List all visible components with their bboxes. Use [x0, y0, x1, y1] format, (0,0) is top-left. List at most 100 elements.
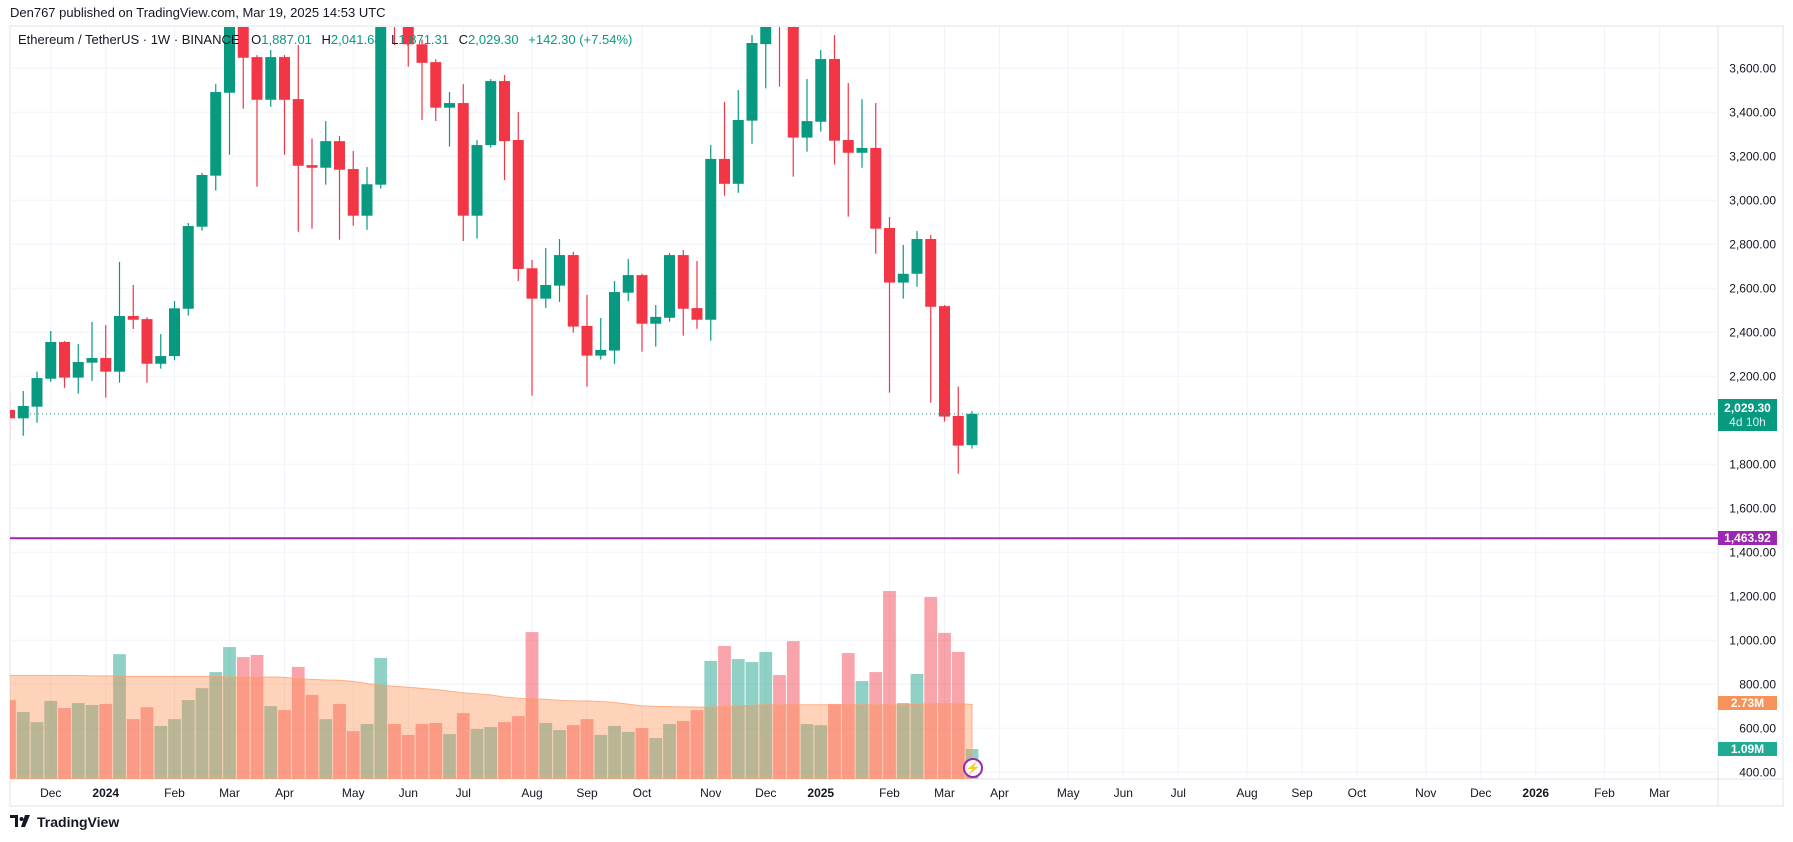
candle [471, 140, 483, 239]
candle [251, 55, 263, 187]
volume-bar [553, 730, 566, 779]
candle-body [416, 44, 428, 63]
volume-bar [209, 672, 223, 779]
candle-body [265, 57, 277, 100]
volume-bar [333, 703, 346, 779]
candle-body [691, 308, 703, 320]
candle [595, 318, 607, 360]
price-tick-label: 2,800.00 [1729, 237, 1776, 251]
symbol-legend: Ethereum / TetherUS · 1W · BINANCE O1,88… [18, 32, 638, 47]
candle-body [10, 409, 15, 419]
candle-body [732, 120, 744, 184]
price-lines [10, 413, 1718, 540]
volume-bar [896, 703, 910, 779]
volume-bar [676, 721, 690, 779]
volume-bar [470, 728, 484, 779]
horizontal-line-price-tag: 1,463.92 [1718, 531, 1777, 545]
volume-bar [828, 703, 841, 779]
time-tick-label: Feb [164, 786, 185, 800]
time-tick-label: Aug [521, 786, 542, 800]
time-axis[interactable]: Dec 2024 Feb Mar Apr May Jun Jul Aug Sep Oct Nov Dec… [40, 786, 1670, 800]
volume-bars [10, 591, 979, 779]
candle [265, 50, 277, 107]
low-label: L [391, 32, 399, 47]
volume-bar [401, 734, 415, 779]
candle-body [829, 59, 840, 141]
price-tick-label: 1,200.00 [1729, 589, 1776, 603]
time-tick-label: Apr [990, 786, 1009, 800]
volume-bar [883, 591, 896, 779]
candle-body [774, 0, 785, 9]
time-tick-label: Aug [1236, 786, 1257, 800]
candle-body [306, 165, 318, 168]
time-tick-label: Oct [633, 786, 652, 800]
candle [31, 371, 43, 423]
symbol-title[interactable]: Ethereum / TetherUS · 1W · BINANCE [18, 32, 240, 47]
candle [334, 136, 345, 240]
volume-bar [635, 728, 649, 779]
high-label: H [321, 32, 331, 47]
candle [966, 411, 978, 449]
volume-bar [415, 724, 429, 779]
candle-body [540, 285, 552, 299]
time-tick-label: Dec [1470, 786, 1491, 800]
volume-bar [305, 694, 319, 779]
candle [182, 222, 194, 316]
time-tick-label: May [1057, 786, 1080, 800]
price-tick-label: 800.00 [1739, 677, 1776, 691]
candle-body [939, 306, 950, 417]
volume-bar [621, 731, 635, 779]
volume-bar [484, 727, 498, 779]
candle-body [444, 103, 455, 108]
volume-bar [704, 660, 718, 779]
candle-body [636, 275, 648, 324]
candle [375, 27, 387, 189]
bar-countdown: 4d 10h [1729, 415, 1766, 429]
lightning-icon[interactable]: ⚡ [963, 758, 983, 778]
candle-body [31, 378, 43, 407]
price-axis[interactable]: 3,600.00 3,400.00 3,200.00 3,000.00 2,800.00… [1729, 61, 1776, 779]
price-tick-label: 400.00 [1739, 765, 1776, 779]
publish-info: Den767 published on TradingView.com, Mar… [10, 5, 386, 20]
candle [540, 248, 552, 308]
volume-bar [580, 719, 594, 779]
candle-body [595, 349, 607, 356]
volume-bar [566, 725, 580, 779]
candle [719, 101, 730, 196]
candle-body [897, 273, 909, 283]
high-value: 2,041.68 [330, 32, 382, 47]
price-tick-label: 2,400.00 [1729, 325, 1776, 339]
change-value: +142.30 (+7.54%) [528, 32, 633, 47]
time-tick-label: 2025 [807, 786, 834, 800]
volume-bar [154, 725, 168, 779]
candle-body [911, 239, 923, 274]
candle [581, 294, 593, 387]
candle-body [567, 255, 579, 327]
candle-body [554, 255, 565, 286]
time-tick-label: Apr [275, 786, 294, 800]
candle [554, 239, 565, 302]
open-value: 1,887.01 [261, 32, 312, 47]
volume-bar [759, 651, 773, 779]
candle-body [457, 103, 469, 216]
candle [664, 253, 675, 322]
candle-body [292, 99, 304, 166]
volume-bar [291, 666, 305, 779]
time-tick-label: Dec [755, 786, 776, 800]
time-tick-label: Oct [1348, 786, 1367, 800]
volume-bar [539, 722, 553, 779]
candle [72, 343, 84, 394]
volume-bar [319, 719, 333, 779]
volume-bar [181, 700, 195, 779]
candle [59, 341, 70, 388]
candle-body [347, 169, 359, 216]
candle [169, 301, 180, 361]
candle [430, 59, 442, 122]
volume-bar [388, 724, 401, 779]
volume-bar [910, 673, 924, 779]
candle [279, 55, 290, 155]
candle-body [787, 27, 799, 138]
candle-body [650, 316, 662, 324]
footer: TradingView [10, 814, 119, 830]
